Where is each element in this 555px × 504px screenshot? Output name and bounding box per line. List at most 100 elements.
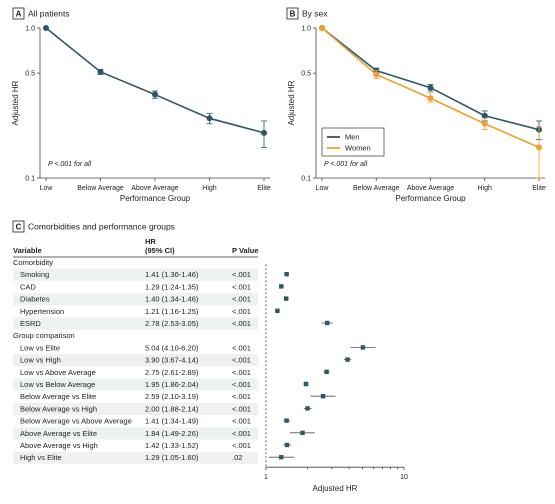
legend-label-women: Women [345,144,371,153]
row-variable: Above Average vs High [20,441,98,450]
forest-point [284,272,289,277]
row-variable: Above Average vs Elite [20,429,97,438]
y-tick-label: 1.0 [25,26,35,33]
y-tick-label: 0.1 [301,176,311,183]
row-hr-ci: 2.75 (2.61-2.89) [145,368,199,377]
forest-point [303,381,309,387]
panel-b-letter: B [290,10,296,19]
row-p-value: <.001 [232,270,251,279]
data-point-women [481,120,488,127]
row-variable: Hypertension [20,307,64,316]
chart-c-forest-plot: HR(95% CI) Variable P Value Comorbidity Smok… [13,237,408,493]
row-p-value: .02 [232,453,242,462]
forest-point [283,296,289,301]
x-tick-label: Above Average [407,185,454,192]
y-tick-label: 1.0 [301,26,311,33]
row-p-value: <.001 [232,282,251,291]
forest-point [279,455,284,460]
x-tick-label: Low [40,185,54,192]
chart-b-by-sex: 1.0 0.5 0.1 Low Below Average Above Average Hi… [287,25,546,203]
row-p-value: <.001 [232,441,251,450]
row-hr-ci: 1.41 (1.34-1.49) [145,417,199,426]
x-axis-label: Performance Group [120,194,191,203]
y-tick-label: 0.1 [25,176,35,183]
forest-point [345,357,350,362]
data-point-women [373,71,380,78]
y-tick-label: 0.5 [301,71,311,78]
data-point-all [43,25,49,31]
forest-point [284,418,289,423]
x-tick-label: Below Average [77,185,124,192]
data-point-all [97,68,104,75]
y-axis-label: Adjusted HR [11,80,20,125]
forest-point [325,320,330,326]
x-tick-label: Low [316,185,330,192]
group-label: Group comparison [13,331,75,340]
row-variable: Diabetes [20,295,50,304]
y-tick-label: 0.5 [25,71,35,78]
row-p-value: <.001 [232,417,251,426]
row-band [13,402,258,416]
forest-point [279,284,284,289]
series-line-all [45,27,265,134]
row-p-value: <.001 [232,343,251,352]
forest-point [300,430,305,435]
row-band [13,451,258,464]
row-band [13,317,258,330]
x-tick-label: 1 [264,474,268,481]
row-variable: Below Average vs High [20,404,97,413]
row-band [13,378,258,391]
forest-point [305,406,310,411]
x-tick-label: Elite [532,185,546,192]
row-variable: Below Average vs Above Average [20,417,132,426]
forest-point [360,345,366,350]
row-p-value: <.001 [232,404,251,413]
row-p-value: <.001 [232,429,251,438]
col-header-p-value: P Value [232,246,259,255]
row-hr-ci: 5.04 (4.10-6.20) [145,343,199,352]
row-p-value: <.001 [232,356,251,365]
row-p-value: <.001 [232,295,251,304]
data-point-women [427,95,434,102]
row-band [13,427,258,440]
data-point-all [261,129,267,136]
col-header-ci: (95% CI) [145,246,175,255]
data-point-women [536,144,542,151]
panel-a-title: All patients [28,9,70,19]
x-axis-label: Adjusted HR [313,484,358,493]
panel-a-letter-box [12,7,25,20]
panel-c-title: Comorbidities and performance groups [28,222,175,232]
row-hr-ci: 1.21 (1.16-1.25) [145,307,199,316]
row-band [13,354,258,367]
row-variable: ESRD [20,319,41,328]
row-hr-ci: 1.41 (1.36-1.46) [145,270,199,279]
x-tick-label: High [478,185,493,192]
row-hr-ci: 2.00 (1.88-2.14) [145,404,199,413]
panel-c-header: C Comorbidities and performance groups [12,220,175,233]
x-tick-label: Elite [257,185,271,192]
forest-point [284,442,290,448]
legend-label-men: Men [345,133,360,142]
panel-b-header: B By sex [286,7,328,20]
p-value-note: P <.001 for all [324,161,368,168]
row-band [13,268,258,281]
panel-a-header: A All patients [12,7,70,20]
p-value-note: P <.001 for all [48,161,92,168]
row-p-value: <.001 [232,368,251,377]
row-variable: Low vs Above Average [20,368,96,377]
x-axis-label: Performance Group [395,194,466,203]
row-hr-ci: 1.95 (1.86-2.04) [145,380,199,389]
row-hr-ci: 1.29 (1.05-1.60) [145,453,199,462]
y-axis-label: Adjusted HR [287,80,296,125]
legend-box [321,127,385,157]
row-variable: CAD [20,282,36,291]
panel-a-letter: A [16,10,22,19]
row-variable: High vs Elite [20,453,62,462]
panel-b-title: By sex [302,9,328,19]
row-hr-ci: 1.29 (1.24-1.35) [145,282,199,291]
row-hr-ci: 2.78 (2.53-3.05) [145,319,199,328]
col-header-variable: Variable [13,246,42,255]
x-tick-label: 10 [400,474,408,481]
x-tick-label: High [202,185,217,192]
